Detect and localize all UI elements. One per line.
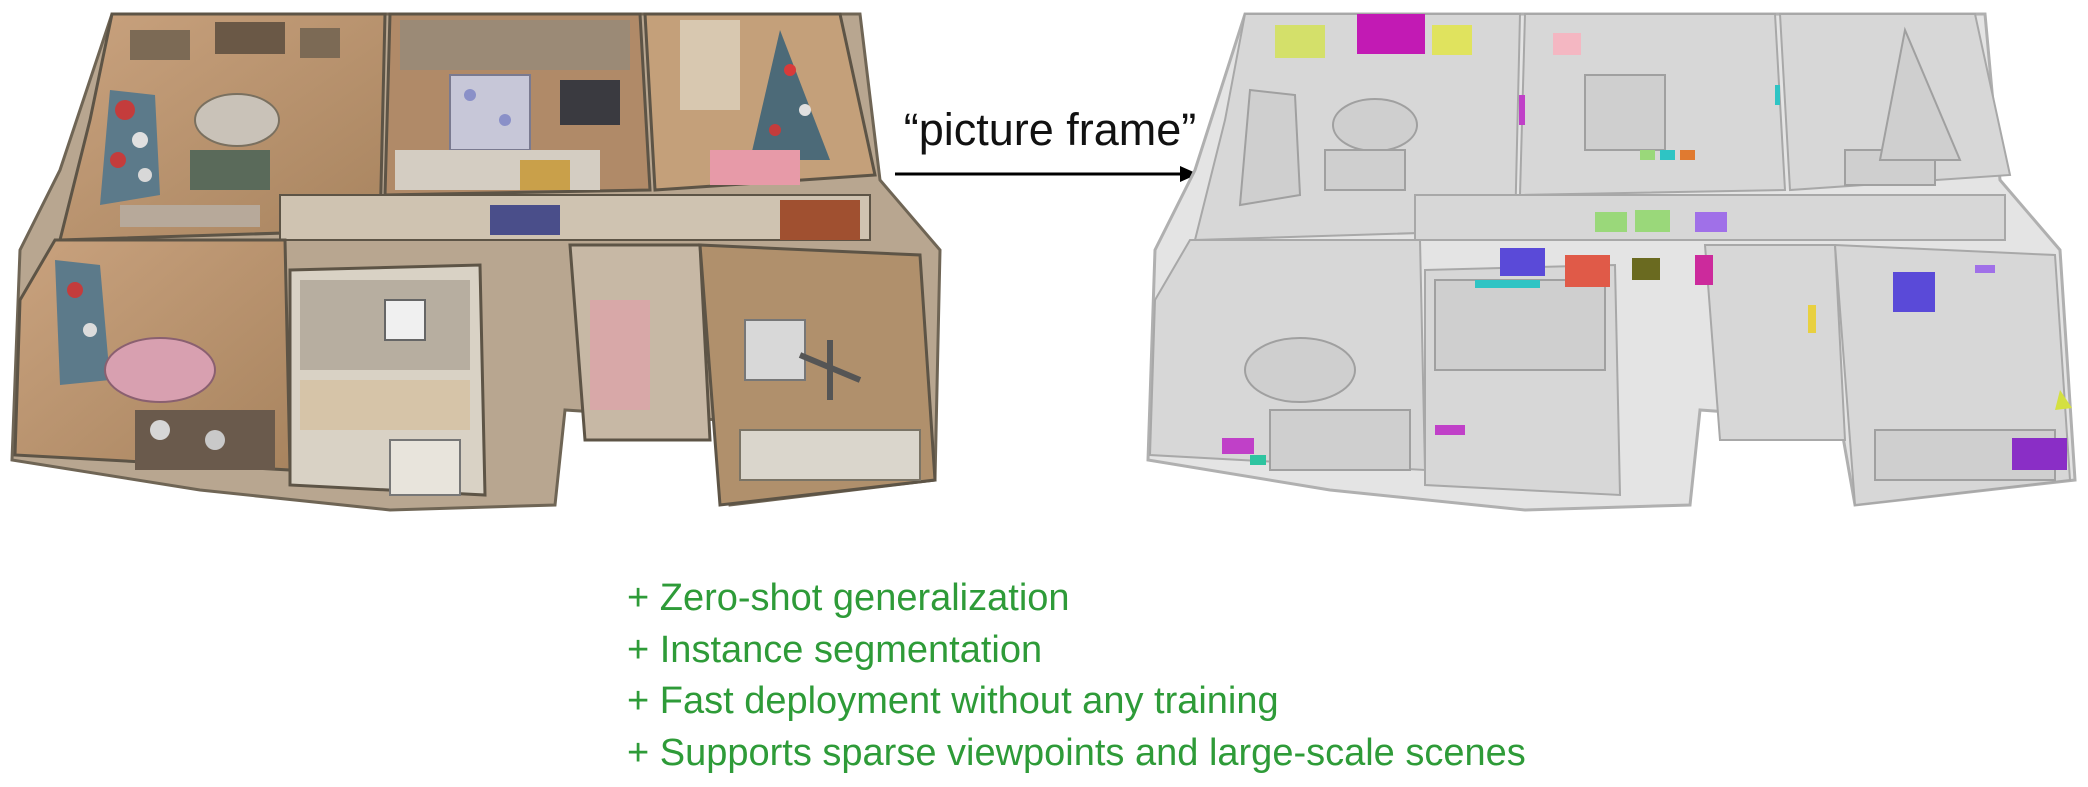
room-dining-textured	[13, 238, 292, 472]
picture-frame-instance-masks	[1222, 14, 2072, 470]
room-living-textured	[58, 12, 387, 242]
frame-mask-19	[2055, 390, 2072, 410]
frame-mask-3	[1432, 25, 1472, 55]
room-office-textured	[698, 243, 937, 507]
frame-mask-10	[1695, 212, 1727, 232]
feature-item-zero-shot: + Zero-shot generalization	[627, 577, 1070, 619]
frame-mask-12	[1565, 255, 1610, 287]
frame-mask-15	[1695, 255, 1713, 285]
frame-mask-6	[1660, 150, 1675, 160]
frame-mask-16	[1893, 272, 1935, 312]
frame-mask-18	[1808, 305, 1816, 333]
frame-mask-4	[1553, 33, 1581, 55]
frame-mask-11	[1500, 248, 1545, 276]
room-hallway-textured	[568, 243, 712, 442]
room-kitchen-textured	[288, 263, 487, 497]
frame-mask-23	[1435, 425, 1465, 435]
query-label: “picture frame”	[903, 104, 1197, 155]
frame-mask-9	[1635, 210, 1670, 232]
frame-mask-5	[1640, 150, 1655, 160]
frame-mask-1	[1275, 25, 1325, 58]
gray-furniture	[1238, 26, 2056, 481]
feature-list: + Zero-shot generalization + Instance se…	[627, 573, 1526, 779]
frame-mask-7	[1680, 150, 1695, 160]
frame-mask-8	[1595, 212, 1627, 232]
frame-mask-22	[1250, 455, 1266, 465]
query-arrow	[895, 166, 1198, 182]
frame-mask-25	[1775, 85, 1780, 105]
frame-mask-2	[1357, 14, 1425, 54]
frame-mask-21	[1222, 438, 1254, 454]
frame-mask-13	[1475, 280, 1540, 288]
frame-mask-17	[1975, 265, 1995, 273]
textured-scene-render	[10, 12, 942, 512]
room-bedroom-textured	[383, 12, 652, 197]
feature-item-instance-segmentation: + Instance segmentation	[627, 628, 1043, 671]
feature-item-sparse-viewpoints: + Supports sparse viewpoints and large-s…	[627, 731, 1526, 774]
frame-mask-14	[1632, 258, 1660, 280]
frame-mask-24	[1519, 95, 1525, 125]
segmented-scene-render	[1146, 12, 2077, 512]
frame-mask-20	[2012, 438, 2067, 470]
room-tree-textured	[643, 12, 877, 192]
feature-item-fast-deployment: + Fast deployment without any training	[627, 680, 1279, 722]
